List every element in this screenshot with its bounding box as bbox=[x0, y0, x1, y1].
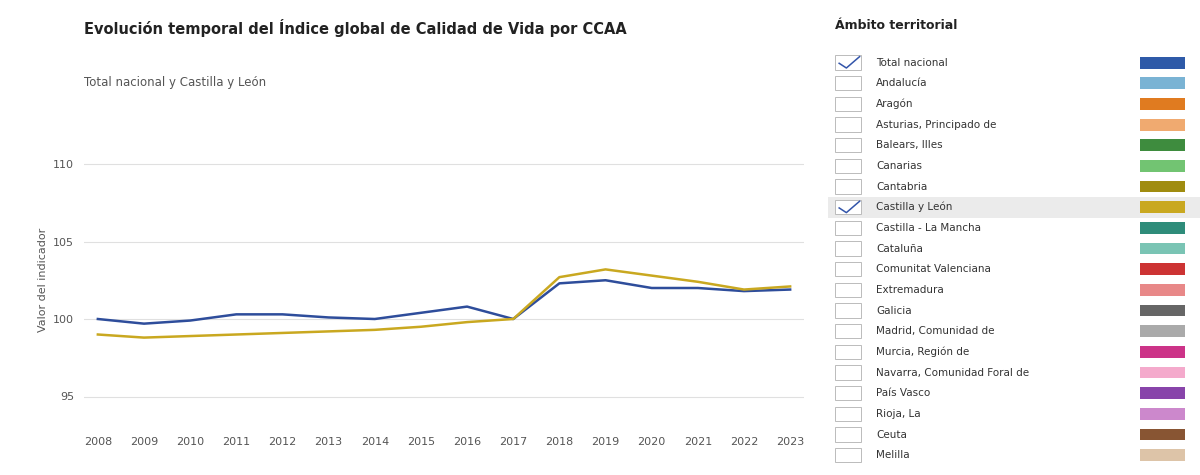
FancyBboxPatch shape bbox=[835, 407, 862, 421]
Text: Cantabria: Cantabria bbox=[876, 181, 928, 191]
Text: Evolución temporal del Índice global de Calidad de Vida por CCAA: Evolución temporal del Índice global de … bbox=[84, 19, 626, 37]
Y-axis label: Valor del indicador: Valor del indicador bbox=[37, 228, 48, 332]
FancyBboxPatch shape bbox=[835, 221, 862, 235]
FancyBboxPatch shape bbox=[835, 365, 862, 380]
Bar bbox=[1140, 263, 1186, 275]
Text: País Vasco: País Vasco bbox=[876, 388, 931, 398]
Text: Andalucía: Andalucía bbox=[876, 78, 928, 88]
Text: Ceuta: Ceuta bbox=[876, 429, 907, 439]
Bar bbox=[1140, 243, 1186, 255]
Text: Extremadura: Extremadura bbox=[876, 285, 944, 295]
Text: Asturias, Principado de: Asturias, Principado de bbox=[876, 120, 997, 130]
Text: Canarias: Canarias bbox=[876, 161, 923, 171]
Bar bbox=[1140, 180, 1186, 192]
Bar bbox=[1140, 57, 1186, 68]
Bar bbox=[828, 197, 1200, 218]
Text: Galicia: Galicia bbox=[876, 305, 912, 315]
Text: Rioja, La: Rioja, La bbox=[876, 409, 920, 419]
Bar bbox=[1140, 428, 1186, 440]
Text: Murcia, Región de: Murcia, Región de bbox=[876, 347, 970, 357]
Text: Total nacional: Total nacional bbox=[876, 57, 948, 67]
Bar bbox=[1140, 346, 1186, 358]
Text: Castilla y León: Castilla y León bbox=[876, 202, 953, 212]
Bar bbox=[1140, 304, 1186, 316]
Bar bbox=[1140, 325, 1186, 337]
Bar bbox=[1140, 222, 1186, 234]
Bar bbox=[1140, 160, 1186, 172]
FancyBboxPatch shape bbox=[835, 76, 862, 90]
Text: Castilla - La Mancha: Castilla - La Mancha bbox=[876, 223, 982, 233]
Text: Aragón: Aragón bbox=[876, 99, 914, 109]
Text: Cataluña: Cataluña bbox=[876, 244, 923, 254]
FancyBboxPatch shape bbox=[835, 200, 862, 214]
FancyBboxPatch shape bbox=[835, 97, 862, 111]
Text: Total nacional y Castilla y León: Total nacional y Castilla y León bbox=[84, 76, 266, 89]
Bar bbox=[1140, 449, 1186, 461]
FancyBboxPatch shape bbox=[835, 448, 862, 462]
FancyBboxPatch shape bbox=[835, 324, 862, 338]
Bar bbox=[1140, 367, 1186, 379]
FancyBboxPatch shape bbox=[835, 262, 862, 276]
Text: Ámbito territorial: Ámbito territorial bbox=[835, 19, 958, 32]
FancyBboxPatch shape bbox=[835, 241, 862, 256]
FancyBboxPatch shape bbox=[835, 117, 862, 132]
Text: Navarra, Comunidad Foral de: Navarra, Comunidad Foral de bbox=[876, 368, 1030, 378]
FancyBboxPatch shape bbox=[835, 428, 862, 442]
FancyBboxPatch shape bbox=[835, 180, 862, 194]
FancyBboxPatch shape bbox=[835, 386, 862, 400]
FancyBboxPatch shape bbox=[835, 56, 862, 70]
FancyBboxPatch shape bbox=[835, 304, 862, 318]
Bar bbox=[1140, 98, 1186, 110]
Bar bbox=[1140, 284, 1186, 296]
FancyBboxPatch shape bbox=[835, 283, 862, 297]
Bar bbox=[1140, 408, 1186, 420]
Text: Balears, Illes: Balears, Illes bbox=[876, 140, 943, 150]
FancyBboxPatch shape bbox=[835, 159, 862, 173]
FancyBboxPatch shape bbox=[835, 345, 862, 359]
Bar bbox=[1140, 77, 1186, 89]
Text: Madrid, Comunidad de: Madrid, Comunidad de bbox=[876, 326, 995, 336]
Text: Comunitat Valenciana: Comunitat Valenciana bbox=[876, 264, 991, 274]
Bar bbox=[1140, 387, 1186, 399]
Bar bbox=[1140, 201, 1186, 213]
Bar bbox=[1140, 119, 1186, 131]
Text: Melilla: Melilla bbox=[876, 450, 910, 460]
Bar bbox=[1140, 139, 1186, 151]
FancyBboxPatch shape bbox=[835, 138, 862, 152]
